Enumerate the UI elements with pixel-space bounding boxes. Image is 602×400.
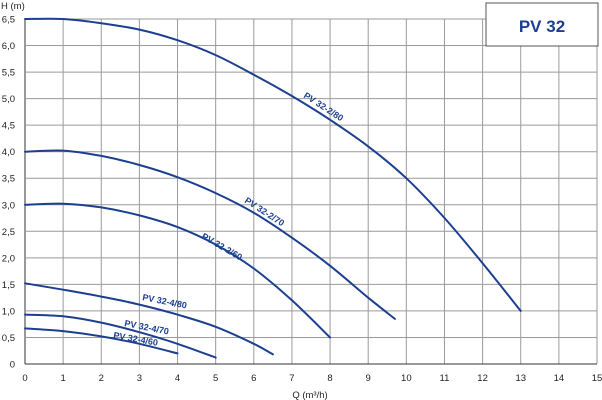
x-tick-label: 4: [175, 373, 180, 384]
series-line-pv-32-2-60: [24, 202, 332, 339]
y-tick-label: 5,5: [2, 68, 15, 79]
x-tick-labels: 0 1 2 3 4 5 6 7 8 9 10 11 12 13 14 15: [22, 373, 602, 384]
x-tick-label: 10: [401, 373, 412, 384]
chart-title: PV 32: [519, 17, 565, 36]
series-line-pv-32-2-70: [24, 149, 396, 320]
x-tick-label: 13: [515, 373, 526, 384]
y-tick-label: 6,5: [2, 15, 15, 26]
x-tick-label: 0: [22, 373, 27, 384]
x-tick-label: 6: [251, 373, 256, 384]
x-tick-label: 14: [554, 373, 565, 384]
y-tick-label: 2,0: [2, 253, 15, 264]
series-line-pv-32-4-70: [24, 313, 217, 359]
series-label-pv-32-2-70: PV 32-2/70: [243, 195, 286, 228]
y-tick-label: 5,0: [2, 94, 15, 105]
y-tick-label: 6,0: [2, 41, 15, 52]
y-tick-labels: 0 0,5 1,0 1,5 2,0 2,5 3,0 3,5 4,0 4,5 5,0 5,5 6,0 6,5: [2, 15, 15, 371]
y-tick-label: 3,0: [2, 200, 15, 211]
y-tick-label: 1,5: [2, 280, 15, 291]
grid: [24, 18, 598, 365]
y-tick-label: 0,5: [2, 333, 15, 344]
x-tick-label: 5: [213, 373, 218, 384]
x-tick-label: 7: [289, 373, 294, 384]
y-tick-label: 4,5: [2, 121, 15, 132]
x-tick-label: 1: [60, 373, 65, 384]
series-line-pv-32-4-60: [24, 327, 179, 355]
series-line-pv-32-4-80: [24, 282, 274, 356]
x-tick-label: 3: [137, 373, 142, 384]
x-tick-label: 8: [327, 373, 332, 384]
y-tick-label: 0: [10, 360, 15, 371]
y-tick-label: 1,0: [2, 306, 15, 317]
y-axis-label: H (m): [1, 1, 25, 12]
y-tick-label: 4,0: [2, 147, 15, 158]
x-tick-label: 2: [99, 373, 104, 384]
x-tick-label: 12: [477, 373, 488, 384]
x-tick-label: 11: [440, 373, 450, 384]
y-tick-label: 2,5: [2, 227, 15, 238]
x-tick-label: 15: [592, 373, 602, 384]
y-tick-label: 3,5: [2, 174, 15, 185]
title-box: [485, 2, 599, 47]
x-tick-label: 9: [366, 373, 371, 384]
series-line-pv-32-2-80: [24, 17, 522, 312]
x-axis-label: Q (m³/h): [292, 390, 327, 400]
